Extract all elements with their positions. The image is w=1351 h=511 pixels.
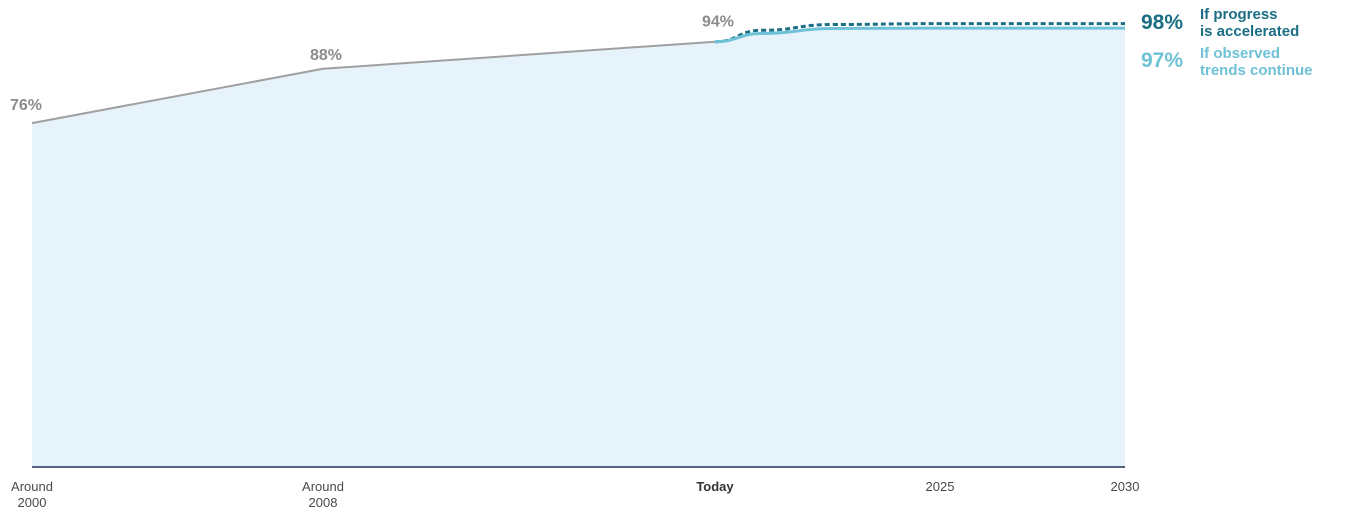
x-tick-label-1: Around 2008 xyxy=(302,479,344,510)
x-tick-label-0: Around 2000 xyxy=(11,479,53,510)
series-name-0: If progress is accelerated xyxy=(1200,6,1299,40)
chart-area-fill xyxy=(32,28,1125,467)
data-label-88pct: 88% xyxy=(310,47,342,64)
series-end-value-1: 97% xyxy=(1141,49,1183,72)
series-end-value-0: 98% xyxy=(1141,11,1183,34)
series-line-observed xyxy=(714,26,1125,44)
data-label-76pct: 76% xyxy=(10,97,42,114)
x-tick-label-3: 2025 xyxy=(926,479,955,494)
data-label-94pct: 94% xyxy=(702,14,734,31)
historical-line xyxy=(31,40,716,125)
x-tick-label-2: Today xyxy=(696,479,734,494)
x-tick-label-4: 2030 xyxy=(1111,479,1140,494)
series-name-1: If observed trends continue xyxy=(1200,45,1313,79)
series-line-accelerated xyxy=(714,22,1125,44)
